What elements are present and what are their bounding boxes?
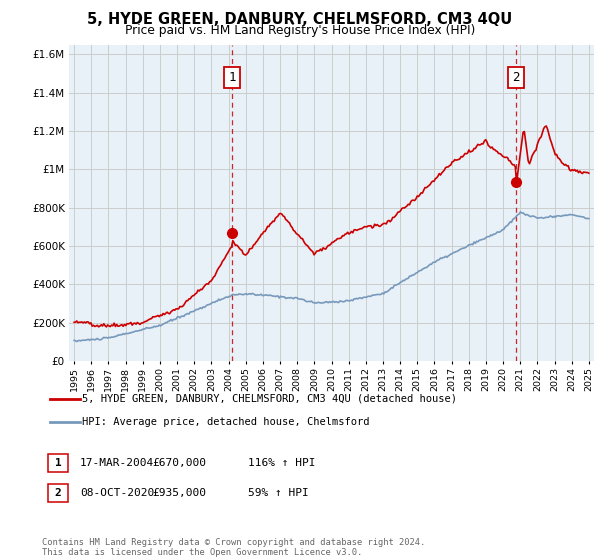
Text: Contains HM Land Registry data © Crown copyright and database right 2024.
This d: Contains HM Land Registry data © Crown c…	[42, 538, 425, 557]
Text: 1: 1	[55, 458, 61, 468]
Text: 5, HYDE GREEN, DANBURY, CHELMSFORD, CM3 4QU: 5, HYDE GREEN, DANBURY, CHELMSFORD, CM3 …	[88, 12, 512, 27]
Text: £670,000: £670,000	[152, 458, 206, 468]
Text: 5, HYDE GREEN, DANBURY, CHELMSFORD, CM3 4QU (detached house): 5, HYDE GREEN, DANBURY, CHELMSFORD, CM3 …	[83, 394, 458, 404]
Text: 08-OCT-2020: 08-OCT-2020	[80, 488, 154, 498]
Text: 2: 2	[512, 71, 520, 84]
Text: Price paid vs. HM Land Registry's House Price Index (HPI): Price paid vs. HM Land Registry's House …	[125, 24, 475, 37]
Text: HPI: Average price, detached house, Chelmsford: HPI: Average price, detached house, Chel…	[83, 417, 370, 427]
Text: 2: 2	[55, 488, 61, 498]
Text: 17-MAR-2004: 17-MAR-2004	[80, 458, 154, 468]
Text: 116% ↑ HPI: 116% ↑ HPI	[248, 458, 316, 468]
Text: 59% ↑ HPI: 59% ↑ HPI	[248, 488, 308, 498]
Text: 1: 1	[229, 71, 236, 84]
Text: £935,000: £935,000	[152, 488, 206, 498]
